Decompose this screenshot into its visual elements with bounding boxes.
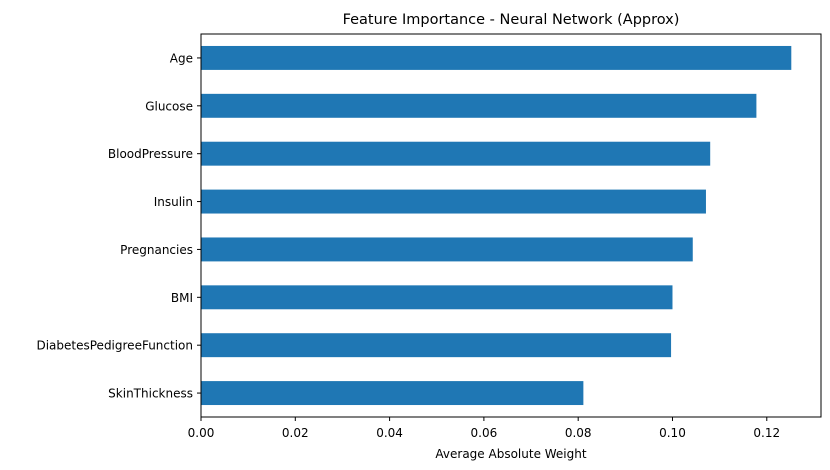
bar-insulin bbox=[201, 189, 706, 214]
x-tick-label: 0.04 bbox=[376, 426, 403, 440]
x-tick-label: 0.08 bbox=[565, 426, 592, 440]
bar-bmi bbox=[201, 285, 673, 310]
y-tick-label: BMI bbox=[171, 291, 193, 305]
bar-bloodpressure bbox=[201, 141, 711, 166]
x-tick-label: 0.00 bbox=[188, 426, 215, 440]
x-tick-label: 0.02 bbox=[282, 426, 309, 440]
plot-frame bbox=[200, 33, 822, 418]
bar-age bbox=[201, 45, 792, 70]
y-tick-label: Pregnancies bbox=[120, 243, 193, 257]
chart-title: Feature Importance - Neural Network (App… bbox=[343, 12, 680, 28]
y-axis-ticks: Age Glucose BloodPressure Insulin Pregnancie… bbox=[36, 51, 201, 401]
bar-skinthickness bbox=[201, 381, 584, 406]
x-axis-label: Average Absolute Weight bbox=[435, 447, 586, 461]
bar-glucose bbox=[201, 93, 757, 118]
y-tick-label: Age bbox=[170, 51, 193, 65]
x-tick-label: 0.12 bbox=[753, 426, 780, 440]
y-tick-label: DiabetesPedigreeFunction bbox=[36, 339, 193, 353]
y-tick-label: Insulin bbox=[154, 195, 193, 209]
bar-pregnancies bbox=[201, 237, 693, 262]
x-axis-ticks: 0.00 0.02 0.04 0.06 0.08 0.10 0.12 bbox=[188, 417, 780, 440]
y-tick-label: Glucose bbox=[145, 99, 193, 113]
y-tick-label: BloodPressure bbox=[108, 147, 193, 161]
x-tick-label: 0.10 bbox=[659, 426, 686, 440]
x-tick-label: 0.06 bbox=[471, 426, 498, 440]
bar-diabetespedigreefunction bbox=[201, 333, 672, 358]
y-tick-label: SkinThickness bbox=[108, 387, 193, 401]
bars-group bbox=[201, 45, 792, 406]
